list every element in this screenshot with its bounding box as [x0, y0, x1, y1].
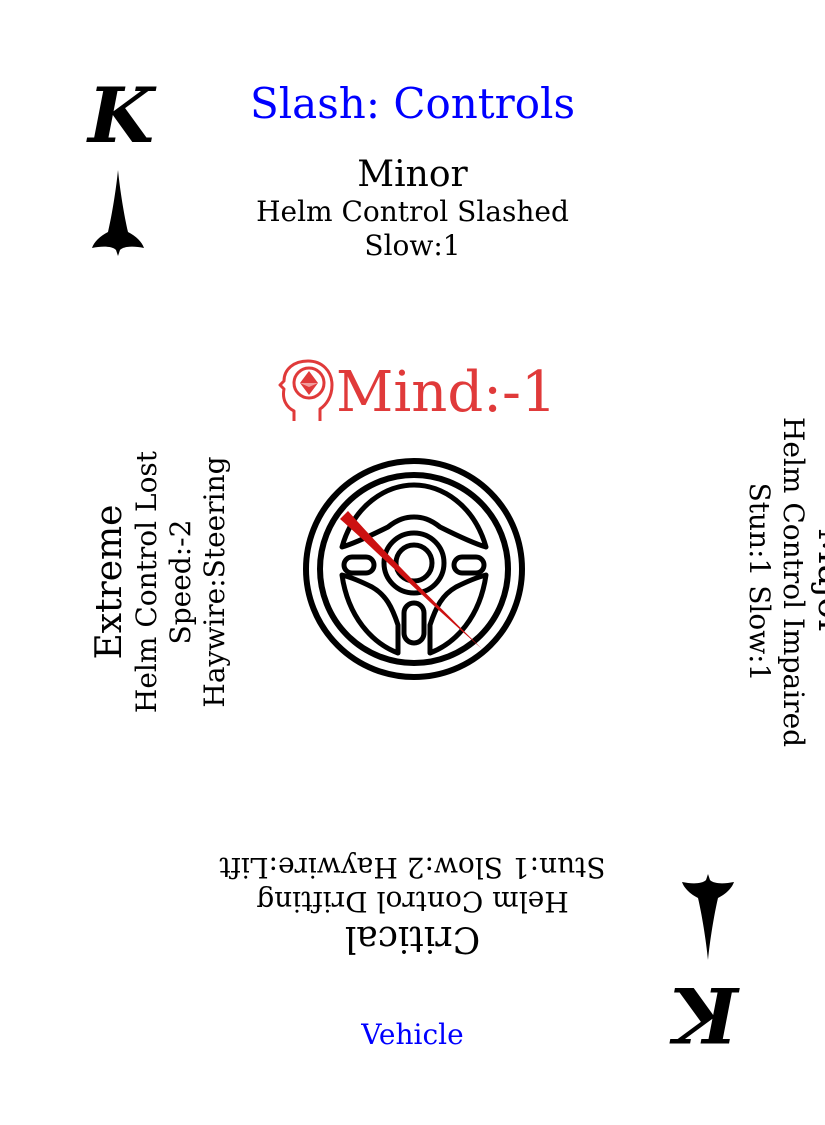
mind-head-icon — [278, 359, 334, 421]
corner-rank-bottom-right: K — [671, 872, 744, 1059]
extreme-heading: Extreme — [89, 504, 130, 660]
minor-line-1: Helm Control Slashed — [256, 195, 569, 228]
minor-line-2: Slow:1 — [364, 229, 461, 262]
extreme-effect: Extreme Helm Control Lost Speed:-2 Haywi… — [89, 412, 232, 752]
steering-wheel-icon — [303, 458, 525, 680]
spade-dagger-icon — [682, 874, 734, 960]
major-effect: Major Helm Control Impaired Stun:1 Slow:… — [742, 412, 825, 752]
major-heading: Major — [810, 527, 825, 637]
mind-modifier: Mind:-1 — [278, 355, 578, 435]
extreme-line-1: Helm Control Lost — [130, 450, 163, 714]
rank-letter: K — [671, 970, 738, 1059]
major-line-1: Helm Control Impaired — [777, 416, 810, 748]
spade-dagger-icon — [92, 170, 144, 256]
rank-letter: K — [88, 71, 155, 160]
corner-rank-top-left: K — [82, 78, 154, 258]
major-line-2: Stun:1 Slow:1 — [743, 482, 776, 682]
minor-heading: Minor — [357, 154, 468, 195]
mind-label: Mind:-1 — [336, 360, 557, 425]
extreme-line-2: Speed:-2 Haywire:Steering — [164, 456, 231, 708]
card-footer: Vehicle — [361, 1018, 464, 1051]
minor-effect: Minor Helm Control Slashed Slow:1 — [0, 155, 825, 263]
card-title: Slash: Controls — [249, 79, 576, 128]
